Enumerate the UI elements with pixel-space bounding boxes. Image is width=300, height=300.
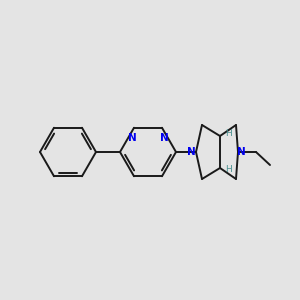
Text: N: N (187, 147, 195, 157)
Text: H: H (226, 166, 232, 175)
Text: N: N (128, 133, 136, 143)
Text: N: N (237, 147, 245, 157)
Text: N: N (160, 133, 168, 143)
Text: H: H (226, 130, 232, 139)
